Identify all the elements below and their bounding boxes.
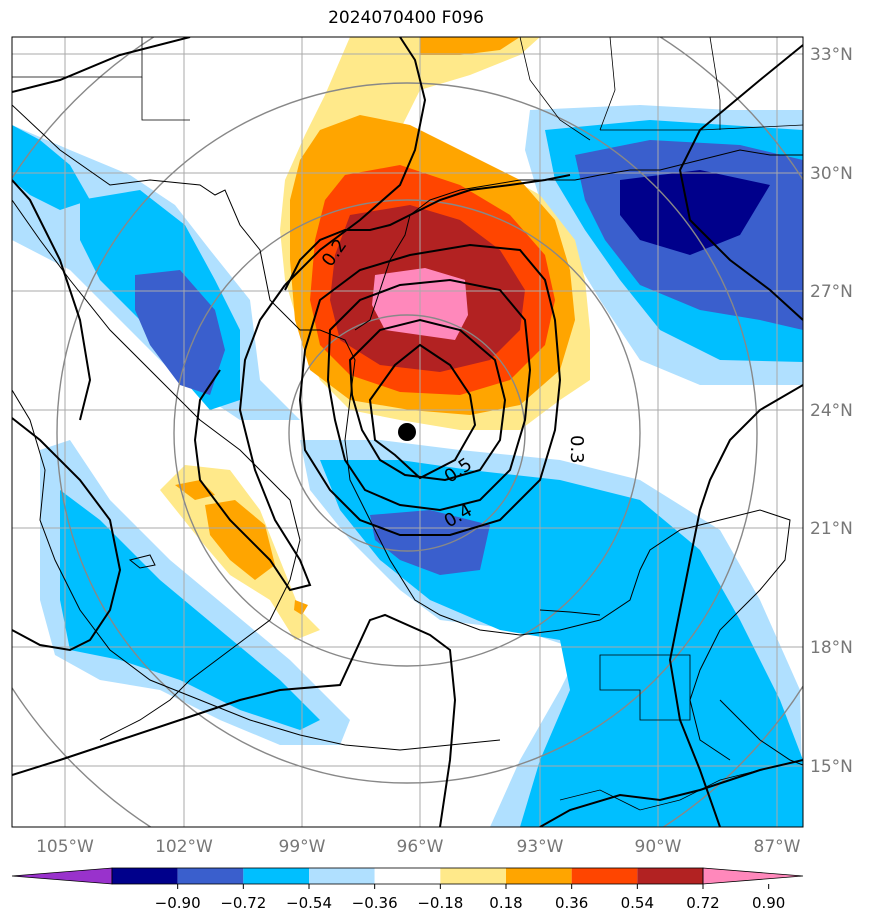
- colorbar-extend-low: [11, 867, 113, 885]
- colorbar-tick-label: −0.18: [417, 894, 463, 912]
- colorbar-tick-label: 0.90: [752, 894, 785, 912]
- lon-label-96w: 96°W: [397, 837, 444, 857]
- map-title: 2024070400 F096: [328, 8, 484, 28]
- colorbar-extend-high: [702, 867, 804, 885]
- lat-label-24n: 24°N: [810, 401, 853, 421]
- colorbar-tick-label: 0.36: [555, 894, 588, 912]
- lat-lon-grid: [12, 37, 803, 827]
- lon-label-99w: 99°W: [279, 837, 326, 857]
- colorbar-tick-label: −0.36: [352, 894, 398, 912]
- lat-label-30n: 30°N: [810, 164, 853, 184]
- colorbar-segment: [112, 868, 178, 884]
- latitude-labels: 33°N 30°N 27°N 24°N 21°N 18°N 15°N: [810, 45, 853, 777]
- colorbar-segment: [506, 868, 572, 884]
- colorbar-outline: [111, 867, 704, 885]
- distance-rings: [12, 37, 803, 827]
- lon-label-102w: 102°W: [155, 837, 213, 857]
- colorbar-segment: [309, 868, 375, 884]
- contours: [284, 174, 571, 536]
- map-frame: [11, 36, 804, 828]
- colorbar-tick-label: −0.72: [220, 894, 266, 912]
- colorbar-segment: [177, 868, 244, 884]
- contour-label-03: 0.3: [566, 435, 587, 464]
- lon-label-87w: 87°W: [754, 837, 801, 857]
- colorbar-tick-label: −0.90: [155, 894, 201, 912]
- storm-center-marker: [398, 423, 416, 441]
- thick-lines: [12, 37, 803, 827]
- lat-label-33n: 33°N: [810, 45, 853, 65]
- colorbar-tick-label: 0.18: [489, 894, 522, 912]
- lat-label-15n: 15°N: [810, 757, 853, 777]
- lon-label-93w: 93°W: [517, 837, 564, 857]
- lat-label-27n: 27°N: [810, 282, 853, 302]
- map-area: [12, 37, 803, 827]
- colorbar-segment: [571, 868, 638, 884]
- lat-label-21n: 21°N: [810, 519, 853, 539]
- longitude-labels: 105°W 102°W 99°W 96°W 93°W 90°W 87°W: [36, 837, 801, 857]
- lon-label-90w: 90°W: [635, 837, 682, 857]
- colorbar-tick-label: 0.72: [686, 894, 719, 912]
- colorbar-segment: [374, 868, 441, 884]
- colorbar: −0.90 −0.72 −0.54 −0.36 −0.18 0.18 0.36 0.54 0.7…: [11, 867, 804, 912]
- lon-label-105w: 105°W: [36, 837, 94, 857]
- colorbar-segment: [243, 868, 309, 884]
- colorbar-tick-label: 0.54: [621, 894, 654, 912]
- colorbar-tick-label: −0.54: [286, 894, 332, 912]
- colorbar-segment: [440, 868, 506, 884]
- colorbar-segment: [637, 868, 703, 884]
- lat-label-18n: 18°N: [810, 638, 853, 658]
